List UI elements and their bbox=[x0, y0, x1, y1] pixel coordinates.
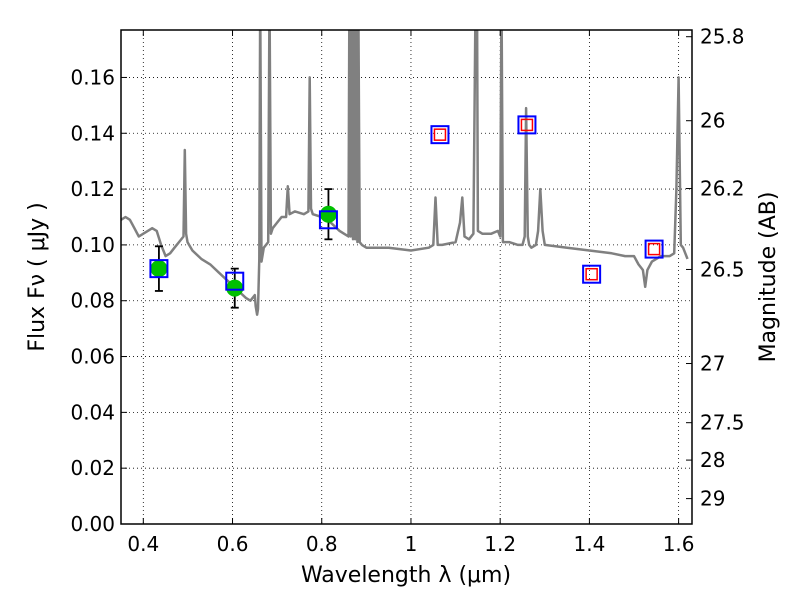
model-photometry-square bbox=[517, 115, 537, 135]
observed-point bbox=[319, 205, 337, 223]
model-photometry-inner-square bbox=[433, 128, 447, 141]
y-tick-label: 0.12 bbox=[70, 177, 115, 201]
y2-tick-label: 26.5 bbox=[700, 257, 745, 281]
x-tick-label: 1.2 bbox=[484, 532, 516, 556]
observed-point bbox=[150, 260, 168, 278]
model-photometry-square bbox=[318, 210, 338, 230]
plot-frame bbox=[120, 29, 693, 525]
y2-tick-label: 29 bbox=[700, 487, 725, 511]
y-axis-label: Flux Fν ( μJy ) bbox=[25, 202, 50, 351]
model-photometry-square bbox=[644, 239, 664, 259]
y2-tick-label: 25.8 bbox=[700, 25, 745, 49]
y2-tick-label: 26.2 bbox=[700, 177, 745, 201]
y-tick-label: 0.08 bbox=[70, 289, 115, 313]
x-tick-label: 1 bbox=[405, 532, 418, 556]
model-photometry-inner-square bbox=[647, 242, 661, 256]
x-tick-label: 0.4 bbox=[127, 532, 159, 556]
model-photometry-square bbox=[149, 259, 169, 279]
model-photometry-square bbox=[582, 264, 602, 284]
model-spectrum-line bbox=[121, 30, 689, 316]
y-tick-label: 0.14 bbox=[70, 121, 115, 145]
plot-layer bbox=[121, 30, 689, 316]
y2-tick-label: 27.5 bbox=[700, 411, 745, 435]
x-axis-label: Wavelength λ (μm) bbox=[301, 563, 511, 588]
x-tick-label: 1.4 bbox=[573, 532, 605, 556]
model-photometry-square bbox=[430, 125, 450, 145]
x-tick-label: 1.6 bbox=[663, 532, 695, 556]
y2-tick-label: 27 bbox=[700, 352, 725, 376]
y-tick-label: 0.00 bbox=[70, 512, 115, 536]
model-photometry-inner-square bbox=[520, 118, 534, 132]
y2-axis-label: Magnitude (AB) bbox=[756, 192, 781, 363]
y2-tick-label: 28 bbox=[700, 448, 725, 472]
y-tick-label: 0.02 bbox=[70, 456, 115, 480]
x-tick-label: 0.8 bbox=[306, 532, 338, 556]
y-tick-label: 0.10 bbox=[70, 233, 115, 257]
model-photometry-inner-square bbox=[585, 267, 598, 281]
tick-layer: 0.4 0.6 0.8 1 1.2 1.4 1.6 0.00 0.02 0.04 0.06 0.08 0… bbox=[70, 25, 744, 556]
grid-layer bbox=[121, 30, 692, 525]
y2-tick-label: 26 bbox=[700, 109, 725, 133]
y-tick-label: 0.16 bbox=[70, 65, 115, 89]
y-tick-label: 0.06 bbox=[70, 345, 115, 369]
model-photometry-square bbox=[225, 271, 245, 291]
y-tick-label: 0.04 bbox=[70, 400, 115, 424]
observed-point bbox=[226, 279, 244, 297]
x-tick-label: 0.6 bbox=[217, 532, 249, 556]
